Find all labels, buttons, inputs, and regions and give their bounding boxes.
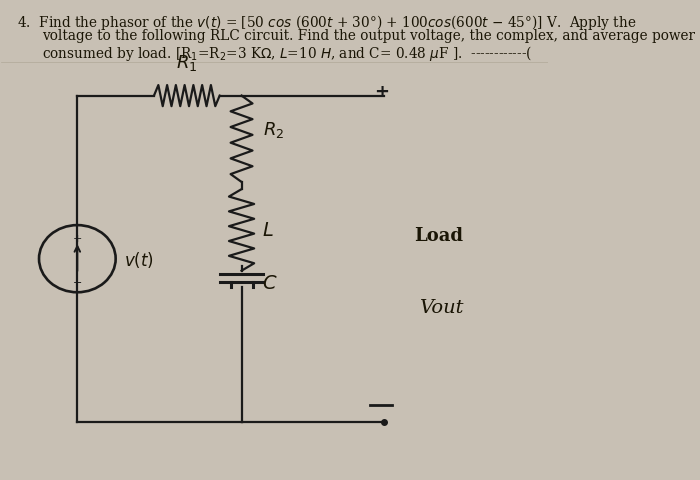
Text: +: + (73, 233, 82, 243)
Text: −: − (73, 277, 82, 287)
Text: voltage to the following RLC circuit. Find the output voltage, the complex, and : voltage to the following RLC circuit. Fi… (42, 28, 695, 42)
Text: $v(t)$: $v(t)$ (124, 249, 154, 269)
Text: consumed by load. [R$_1$=R$_2$=3 K$\Omega$, $L$=10 $H$, and C= 0.48 $\mu$F ].  -: consumed by load. [R$_1$=R$_2$=3 K$\Omeg… (42, 44, 532, 63)
Text: $L$: $L$ (262, 221, 274, 240)
Text: +: + (374, 83, 388, 101)
Text: $R_2$: $R_2$ (263, 120, 285, 140)
Text: 4.  Find the phasor of the $v(t)$ = [50 $cos$ (600$t$ + 30°) + 100$cos$(600$t$ $: 4. Find the phasor of the $v(t)$ = [50 $… (17, 12, 636, 32)
Text: $C$: $C$ (262, 274, 278, 292)
Text: Vout: Vout (419, 298, 464, 316)
Text: Load: Load (414, 226, 463, 244)
Text: $R_1$: $R_1$ (176, 52, 197, 72)
